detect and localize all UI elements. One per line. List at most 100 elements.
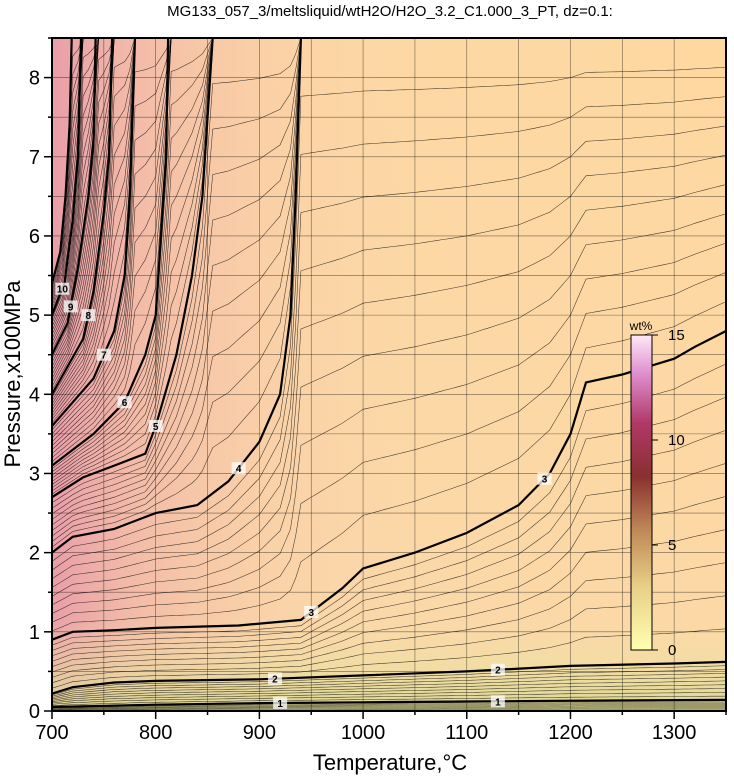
minor-contour-line — [52, 429, 726, 657]
minor-contour-line — [52, 695, 726, 706]
minor-contour-line — [52, 38, 726, 492]
chart-title: MG133_057_3/meltsliquid/wtH2O/H2O_3.2_C1… — [167, 3, 613, 20]
contour-label: 4 — [236, 464, 242, 475]
contour-label-bg — [81, 309, 96, 322]
contour-label-bg — [267, 672, 282, 685]
minor-contour-line — [52, 529, 726, 673]
major-contour-line — [52, 698, 726, 709]
contour-label-bg — [490, 695, 505, 708]
colorbar-tick-label: 5 — [668, 537, 676, 554]
minor-contour-line — [52, 38, 726, 458]
minor-contour-line — [52, 38, 726, 438]
y-tick-label: 1 — [29, 622, 40, 644]
minor-contour-line — [52, 125, 726, 580]
contour-label-bg — [148, 419, 163, 432]
y-axis: 0 1 2 3 4 5 6 7 8 — [29, 37, 52, 723]
minor-contour-line — [52, 38, 726, 537]
minor-contour-line — [52, 38, 726, 495]
contour-label: 2 — [495, 666, 501, 677]
colorbar-tick-label: 15 — [668, 327, 685, 344]
minor-contour-line — [52, 684, 726, 702]
major-contour-line — [52, 38, 114, 395]
contour-label: 3 — [542, 475, 548, 486]
minor-contour-line — [52, 628, 726, 689]
minor-contour-line — [52, 463, 726, 662]
minor-contour-line — [52, 38, 726, 479]
x-tick-label: 700 — [35, 722, 68, 744]
minor-contour-line — [52, 38, 726, 446]
minor-contour-line — [52, 38, 726, 531]
minor-contour-line — [52, 38, 726, 442]
contour-label-bg — [63, 300, 78, 313]
colorbar-tick-label: 0 — [668, 642, 676, 659]
minor-contour-line — [52, 665, 726, 696]
contour-label-bg — [537, 472, 552, 485]
x-axis-label: Temperature,°C — [313, 750, 467, 775]
contour-labels: 1 1 2 2 3 3 4 5 6 7 8 9 10 — [55, 282, 552, 710]
contour-label: 2 — [272, 675, 278, 686]
minor-contour-line — [52, 38, 726, 504]
minor-contour-line — [52, 38, 726, 542]
minor-contour-line — [52, 701, 726, 709]
minor-contour-line — [52, 301, 726, 632]
minor-contour-line — [52, 38, 726, 488]
minor-contour-line — [52, 96, 726, 571]
minor-contour-line — [52, 38, 726, 509]
minor-contour-line — [52, 707, 726, 711]
minor-contour-line — [52, 595, 726, 684]
major-contour-line — [52, 38, 97, 356]
minor-contour-line — [52, 272, 726, 623]
minor-contour-line — [52, 702, 726, 709]
minor-contours — [52, 38, 726, 711]
minor-contour-line — [52, 705, 726, 710]
contour-label-bg — [490, 663, 505, 676]
minor-contour-line — [52, 676, 726, 700]
minor-contour-line — [52, 496, 726, 667]
y-tick-label: 8 — [29, 68, 40, 90]
major-contour-line — [52, 38, 73, 284]
minor-contour-line — [52, 38, 726, 526]
contour-label: 9 — [68, 302, 74, 313]
colorbar-tick-label: 10 — [668, 432, 685, 449]
x-tick-label: 1000 — [341, 722, 386, 744]
minor-contour-line — [52, 242, 726, 614]
minor-contour-line — [52, 673, 726, 698]
contour-label-bg — [304, 606, 319, 619]
contour-label-bg — [55, 282, 70, 295]
plot-frame — [51, 37, 727, 712]
minor-contour-line — [52, 38, 726, 454]
minor-contour-line — [52, 38, 726, 435]
colorbar-label: wt% — [629, 319, 653, 333]
minor-contour-line — [52, 38, 726, 515]
contour-label: 10 — [57, 285, 69, 296]
contour-label: 3 — [308, 608, 314, 619]
minor-contour-line — [52, 38, 726, 431]
major-contour-line — [52, 38, 302, 554]
y-tick-label: 0 — [29, 701, 40, 723]
contour-label-bg — [231, 462, 246, 475]
minor-contour-line — [52, 692, 726, 705]
minor-contour-line — [52, 38, 726, 450]
minor-contour-line — [52, 38, 726, 476]
minor-contour-line — [52, 680, 726, 701]
colorbar-gradient — [630, 334, 653, 651]
x-tick-label: 900 — [243, 722, 276, 744]
contour-label: 6 — [122, 398, 128, 409]
contour-label: 1 — [495, 697, 501, 708]
x-tick-label: 1100 — [445, 722, 488, 744]
minor-contour-line — [52, 184, 726, 597]
minor-contour-line — [52, 154, 726, 588]
minor-contour-line — [52, 38, 726, 485]
y-tick-label: 5 — [29, 305, 40, 327]
y-tick-label: 6 — [29, 226, 40, 248]
minor-contour-line — [52, 706, 726, 710]
minor-contour-line — [52, 363, 726, 646]
y-axis-label: Pressure,x100MPa — [0, 280, 25, 468]
minor-contour-line — [52, 67, 726, 562]
minor-contour-line — [52, 38, 726, 482]
contour-label: 8 — [86, 311, 92, 322]
minor-contour-line — [52, 38, 726, 548]
colorbar-ticks: 0 5 10 15 — [652, 327, 685, 659]
y-tick-label: 7 — [29, 147, 40, 169]
